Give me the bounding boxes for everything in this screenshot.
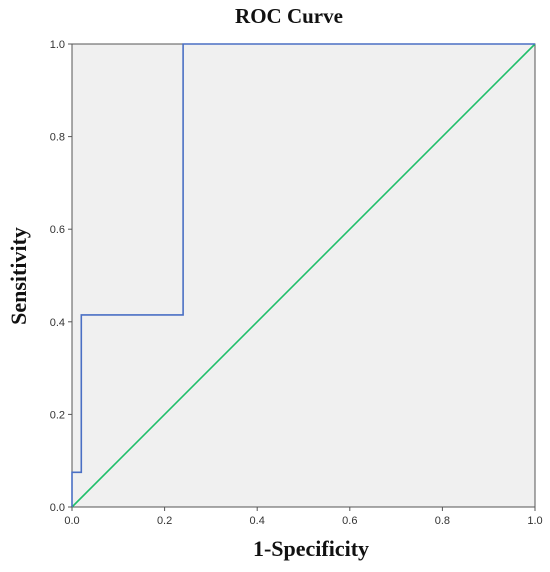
y-tick-label: 0.2 (50, 409, 65, 421)
axes-layer: 0.0 0.2 0.4 0.6 0.8 1.0 0.0 0.2 0.4 0.6 0.8 1.0 (50, 39, 543, 527)
x-tick-label: 0.6 (342, 515, 357, 527)
y-tick-label: 0.8 (50, 132, 65, 144)
reference-line (71, 43, 536, 508)
y-tick-label: 1.0 (50, 39, 65, 51)
x-tick-label: 0.8 (435, 515, 450, 527)
y-axis-title: Sensitivity (6, 227, 31, 325)
x-tick-label: 0.0 (64, 515, 79, 527)
y-tick-label: 0.0 (50, 502, 65, 514)
y-tick-label: 0.6 (50, 224, 65, 236)
x-tick-label: 0.4 (250, 515, 265, 527)
x-tick-label: 0.2 (157, 515, 172, 527)
chart-title: ROC Curve (235, 4, 343, 28)
y-tick-label: 0.4 (50, 317, 65, 329)
series-layer (71, 43, 536, 508)
roc-curve-line (71, 43, 535, 507)
x-axis-title: 1-Specificity (253, 536, 369, 561)
x-tick-label: 1.0 (527, 515, 542, 527)
